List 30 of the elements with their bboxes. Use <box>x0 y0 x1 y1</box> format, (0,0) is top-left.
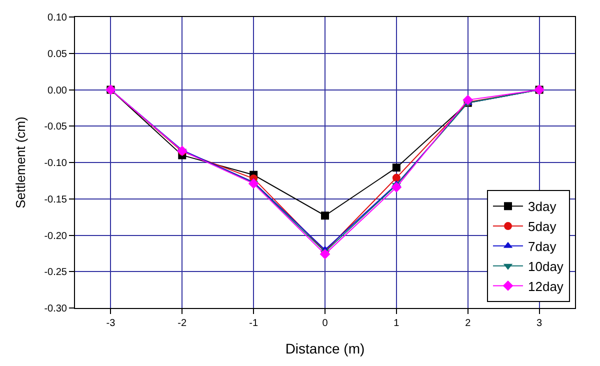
y-tick-label: -0.25 <box>44 267 68 278</box>
y-tick-label: -0.15 <box>44 194 68 206</box>
x-tick-label: 0 <box>322 318 328 329</box>
point <box>392 174 400 182</box>
point <box>462 94 474 106</box>
y-tick-label: -0.10 <box>44 158 68 169</box>
legend-label: 3day <box>528 199 557 214</box>
y-tick-label: 0.05 <box>48 48 68 60</box>
legend-label: 7day <box>528 239 557 254</box>
point <box>248 178 259 189</box>
x-tick-label: -2 <box>178 318 188 329</box>
x-tick-label: 2 <box>465 318 472 329</box>
point <box>391 182 402 192</box>
y-tick-label: -0.05 <box>44 122 68 133</box>
x-tick-label: 1 <box>394 318 400 329</box>
y-tick-label: -0.20 <box>44 230 68 242</box>
y-tick-label: 0.00 <box>48 85 68 96</box>
x-tick-label: 3 <box>536 318 543 329</box>
x-tick-label: -3 <box>106 318 116 329</box>
legend-label: 10day <box>528 258 564 274</box>
point <box>320 248 330 260</box>
x-tick-label: -1 <box>249 318 258 329</box>
legend-label: 5day <box>528 219 557 234</box>
y-axis-title: Settlement (cm) <box>13 116 28 208</box>
y-tick-label: 0.10 <box>48 12 68 24</box>
y-tick-label: -0.30 <box>44 304 68 314</box>
point <box>392 164 400 172</box>
point <box>321 212 329 220</box>
x-axis-title: Distance (m) <box>285 340 365 356</box>
legend-label: 12day <box>528 278 564 294</box>
